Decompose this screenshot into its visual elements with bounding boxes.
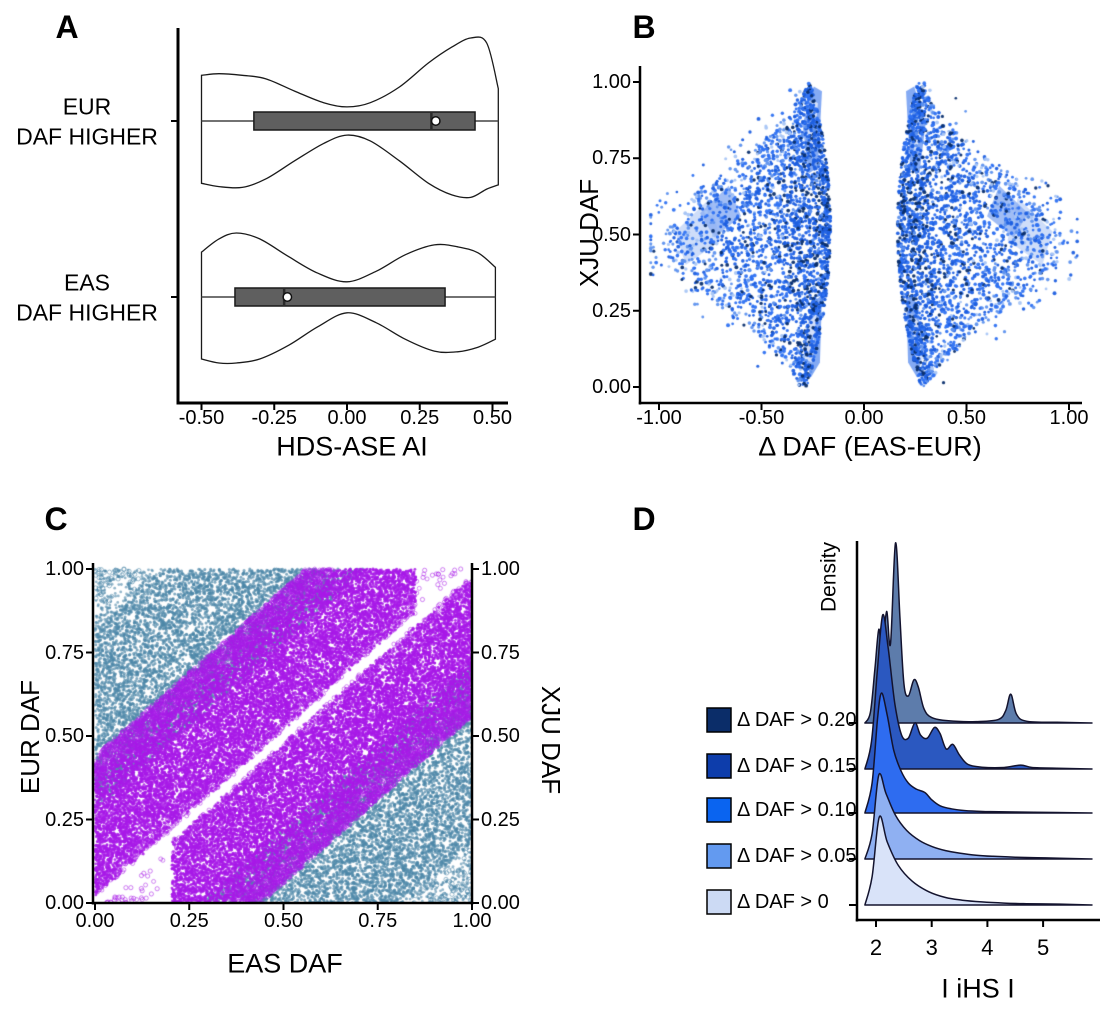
panel-c-y-left-title: EUR DAF	[15, 679, 45, 795]
panel-b-y-tick-label-1: 0.25	[592, 299, 631, 322]
panel-a-category-0-line2: DAF HIGHER	[16, 123, 158, 150]
panel-a-x-tick-label-2: 0.00	[327, 407, 367, 429]
legend-label-2: Δ DAF > 0.10	[737, 799, 857, 821]
panel-c-left-tick-label-1: 0.25	[45, 808, 84, 831]
legend-label-3: Δ DAF > 0.05	[737, 845, 857, 867]
panel-d-x-tick-label-3: 5	[1036, 935, 1050, 960]
mean-dot-1	[282, 292, 293, 302]
legend-label-1: Δ DAF > 0.15	[737, 755, 857, 777]
panel-c-left-tick-label-3: 0.75	[45, 641, 84, 664]
panel-a-x-tick-label-3: 0.25	[400, 407, 440, 429]
legend-swatch-1	[706, 753, 732, 779]
panel-c-right-tick-label-4: 1.00	[481, 558, 520, 580]
panel-a-x-tick-label-1: -0.25	[251, 407, 298, 429]
panel-b-x-tick-label-3: 0.50	[947, 407, 986, 429]
mean-dot-0	[430, 116, 441, 126]
panel-c-x-title: EAS DAF	[227, 948, 343, 979]
panel-d-x-tick-label-2: 4	[981, 935, 994, 960]
panel-a-x-tick-label-0: -0.50	[178, 407, 225, 429]
panel-b-y-tick-label-3: 0.75	[592, 147, 631, 170]
panel-c-left-tick-label-0: 0.00	[45, 892, 84, 914]
legend-label-4: Δ DAF > 0	[737, 891, 829, 913]
panel-c-letter: C	[44, 501, 68, 537]
panel-a-category-0-line1: EUR	[62, 93, 112, 120]
panel-a-category-1-line2: DAF HIGHER	[16, 299, 158, 326]
panel-c-right-tick-label-0: 0.00	[481, 892, 520, 914]
panel-b-y-tick-label-4: 1.00	[592, 71, 631, 93]
legend-label-0: Δ DAF > 0.20	[737, 709, 857, 731]
panel-c-left-tick-label-4: 1.00	[45, 558, 84, 580]
panel-c-y-right-title: XJU DAF	[536, 685, 566, 795]
ridge-4	[864, 815, 1093, 906]
panel-c-left-tick-label-2: 0.50	[45, 725, 84, 747]
panel-c-x-tick-label-2: 0.50	[264, 910, 303, 932]
panel-b-letter: B	[632, 9, 656, 45]
ridge-0	[864, 542, 1093, 724]
panel-b-y-tick-label-0: 0.00	[592, 376, 631, 398]
panel-c-right-tick-label-2: 0.50	[481, 725, 520, 747]
panel-d-x-title: I iHS I	[941, 973, 1015, 1004]
panel-b-x-tick-label-2: 0.00	[844, 407, 884, 429]
panel-c-right-tick-label-1: 0.25	[481, 808, 520, 831]
panel-b-x-title: Δ DAF (EAS-EUR)	[758, 431, 982, 462]
panel-c-x-tick-label-0: 0.00	[75, 910, 115, 932]
panel-a-category-1-line1: EAS	[63, 269, 111, 296]
panel-b-x-tick-label-1: -0.50	[738, 407, 785, 429]
panel-a-letter: A	[55, 9, 79, 45]
panel-b-y-tick-label-2: 0.50	[592, 223, 631, 246]
legend-swatch-4	[706, 889, 732, 915]
legend-swatch-2	[706, 797, 732, 823]
panel-d-x-tick-label-1: 3	[925, 935, 938, 960]
box-1	[234, 287, 446, 307]
panel-c-right-tick-label-3: 0.75	[481, 641, 520, 664]
panel-b-x-tick-label-0: -1.00	[636, 407, 682, 429]
box-0	[253, 111, 476, 131]
panel-a-x-tick-label-4: 0.50	[473, 407, 512, 429]
panel-a-x-title: HDS-ASE AI	[276, 431, 428, 462]
legend-swatch-0	[706, 707, 732, 733]
panel-c-x-tick-label-3: 0.75	[358, 910, 398, 932]
panel-d-y-title: Density	[817, 541, 841, 613]
panel-c-x-tick-label-1: 0.25	[169, 910, 209, 932]
panel-b-x-tick-label-4: 1.00	[1049, 407, 1089, 429]
panel-d-letter: D	[632, 501, 656, 537]
legend-swatch-3	[706, 843, 732, 869]
panel-d-x-tick-label-0: 2	[869, 935, 883, 960]
panel-c-x-tick-label-4: 1.00	[452, 910, 492, 932]
